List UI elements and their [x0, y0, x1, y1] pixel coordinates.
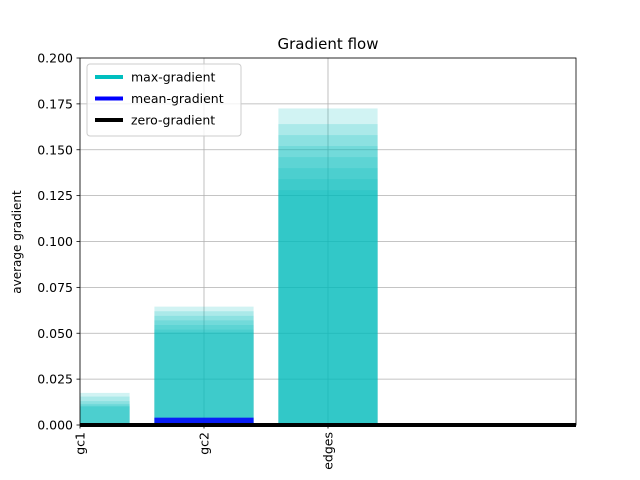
y-tick-label: 0.175 [37, 96, 73, 111]
max-gradient-bar-edges [278, 124, 378, 425]
max-gradient-bar-edges [278, 168, 378, 425]
legend-label-max-gradient: max-gradient [131, 70, 215, 85]
y-tick-label: 0.125 [37, 188, 73, 203]
legend-label-zero-gradient: zero-gradient [131, 113, 215, 128]
max-gradient-bar-gc2 [154, 311, 254, 425]
max-gradient-bar-gc1 [80, 403, 130, 425]
legend-box [86, 63, 242, 137]
max-gradient-bar-gc1 [80, 405, 130, 425]
max-gradient-bar-gc2 [154, 306, 254, 425]
max-gradient-bar-gc2 [154, 324, 254, 425]
y-tick-label: 0.025 [37, 372, 73, 387]
max-gradient-bar-gc1 [80, 401, 130, 425]
max-gradient-bar-gc2 [154, 315, 254, 425]
x-tick-label-gc2: gc2 [197, 432, 212, 455]
plot-frame [79, 57, 577, 426]
y-tick-label: 0.200 [37, 51, 73, 66]
y-tick-label: 0.000 [37, 418, 73, 433]
max-gradient-bar-edges [278, 108, 378, 426]
max-gradient-bar-gc2 [154, 332, 254, 425]
max-gradient-bar-edges [278, 146, 378, 425]
y-axis-label: average gradient [10, 190, 24, 294]
mean-gradient-bar-gc2 [154, 417, 254, 425]
max-gradient-bar-gc2 [154, 329, 254, 425]
tick-labels: 0.000 0.025 0.050 0.075 0.100 0.125 0.150 0.175… [37, 51, 335, 470]
y-tick-label: 0.150 [37, 142, 73, 157]
x-tick-label-gc1: gc1 [73, 432, 88, 455]
max-gradient-bar-gc1 [80, 406, 130, 425]
max-gradient-bar-gc1 [80, 396, 130, 425]
y-tick-label: 0.100 [37, 234, 73, 249]
axes [76, 57, 577, 429]
max-gradient-bar-edges [278, 157, 378, 425]
chart-title: Gradient flow [278, 35, 379, 53]
legend: max-gradient mean-gradient zero-gradient [86, 63, 242, 137]
y-tick-label: 0.050 [37, 326, 73, 341]
x-tick-label-edges: edges [321, 432, 336, 470]
max-gradient-bar-edges [278, 179, 378, 425]
max-gradient-bar-gc1 [80, 392, 130, 425]
legend-label-mean-gradient: mean-gradient [131, 91, 224, 106]
max-gradient-bar-edges [278, 135, 378, 425]
max-gradient-bar-gc2 [154, 320, 254, 425]
max-gradient-bar-edges [278, 190, 378, 425]
y-tick-label: 0.075 [37, 280, 73, 295]
